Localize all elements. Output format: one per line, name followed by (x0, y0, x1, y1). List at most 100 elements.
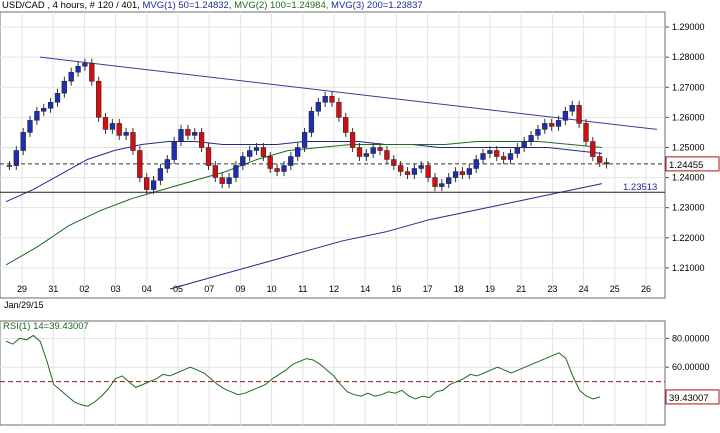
down-candle (198, 132, 205, 148)
up-candle (34, 111, 40, 121)
down-candle (274, 168, 280, 172)
up-candle (322, 96, 328, 103)
up-candle (41, 108, 47, 112)
chart-header: USD/CAD , 4 hours, # 120 / 401, MVG(1) 5… (2, 0, 423, 11)
up-candle (562, 111, 569, 121)
time-tick-label: 09 (235, 284, 245, 294)
time-tick-label: 18 (454, 284, 464, 294)
up-candle (439, 183, 445, 187)
down-candle (384, 150, 390, 160)
mvg100-label: MVG(2) 100=1.24984, (234, 0, 329, 11)
rsi-line (5, 334, 601, 407)
up-candle (487, 150, 493, 154)
time-tick-label: 07 (204, 284, 214, 294)
down-candle (205, 147, 212, 166)
resistance-trendline (39, 56, 658, 130)
down-candle (102, 117, 109, 130)
up-candle (528, 135, 534, 142)
down-candle (343, 117, 349, 133)
symbol-label: USD/CAD (2, 0, 45, 11)
time-tick-label: 31 (48, 284, 58, 294)
up-candle (27, 120, 33, 133)
down-candle (219, 177, 225, 184)
down-candle (549, 123, 555, 127)
up-candle (150, 180, 157, 190)
price-tick-label: 1.29000 (672, 22, 705, 32)
price-panel (0, 11, 666, 299)
rsi-series: 80.00000 60.00000 39.43007 (0, 333, 720, 407)
up-candle (178, 129, 184, 142)
time-tick-label: 14 (360, 284, 370, 294)
down-candle (404, 171, 411, 175)
price-tick-label: 1.23000 (672, 203, 705, 213)
support-label: 1.23513 (623, 182, 657, 193)
up-candle (288, 156, 294, 166)
up-candle (13, 150, 19, 166)
up-candle (370, 147, 376, 154)
time-tick-label: 23 (547, 284, 557, 294)
down-candle (116, 123, 122, 136)
up-candle (295, 147, 301, 157)
up-candle (555, 120, 562, 127)
time-tick-label: 16 (391, 284, 401, 294)
rsi-current-label: 39.43007 (669, 393, 709, 404)
down-candle (329, 96, 335, 103)
mvg200-line (169, 183, 603, 290)
up-candle (109, 123, 116, 130)
time-tick-label: 29 (17, 284, 27, 294)
current-price-label: 1.24455 (669, 160, 703, 171)
up-candle (521, 141, 527, 148)
down-candle (89, 62, 95, 82)
down-candle (590, 141, 596, 157)
up-candle (171, 141, 177, 160)
down-candle (459, 171, 466, 175)
candlesticks (6, 58, 610, 195)
time-tick-label: 03 (111, 284, 121, 294)
up-candle (82, 62, 88, 67)
up-candle (452, 171, 459, 178)
price-tick-label: 1.24000 (672, 173, 705, 183)
price-tick-label: 1.28000 (672, 52, 705, 62)
up-candle (507, 153, 514, 160)
time-tick-label: 10 (267, 284, 277, 294)
mvg50-label: MVG(1) 50=1.24832, (142, 0, 232, 11)
up-candle (192, 132, 198, 136)
time-tick-label: 26 (641, 284, 651, 294)
reference-lines: 1.24455 1.23513 (0, 156, 720, 193)
up-candle (308, 111, 315, 133)
down-candle (356, 147, 363, 157)
up-candle (466, 168, 472, 175)
up-candle (480, 153, 486, 160)
down-candle (336, 102, 342, 118)
time-tick-label: 21 (516, 284, 526, 294)
mvg200-label: MVG(3) 200=1.23837 (331, 0, 423, 11)
rsi-panel (0, 320, 666, 426)
up-candle (363, 153, 369, 157)
timeframe-label: , 4 hours, # 120 / 401, (47, 0, 140, 11)
price-tick-label: 1.21000 (672, 263, 705, 273)
down-candle (349, 132, 356, 148)
up-candle (68, 71, 74, 82)
up-candle (233, 165, 239, 178)
time-tick-label: 25 (610, 284, 620, 294)
down-candle (597, 156, 603, 163)
time-tick-label: 05 (173, 284, 183, 294)
down-candle (144, 177, 150, 190)
up-candle (446, 177, 452, 184)
up-candle (61, 80, 67, 94)
price-tick-label: 1.26000 (672, 112, 705, 122)
up-candle (253, 147, 260, 151)
up-candle (411, 168, 418, 175)
down-candle (185, 129, 191, 136)
gridlines (0, 12, 665, 425)
down-candle (583, 123, 589, 142)
trendlines (39, 56, 658, 130)
current-price-box (665, 156, 720, 172)
up-candle (315, 102, 321, 112)
down-candle (425, 165, 431, 178)
price-axis: 1.29000 1.28000 1.27000 1.26000 1.25000 1.240… (665, 22, 705, 273)
time-tick-label: 04 (142, 284, 152, 294)
up-candle (418, 165, 424, 169)
up-candle (535, 129, 541, 136)
